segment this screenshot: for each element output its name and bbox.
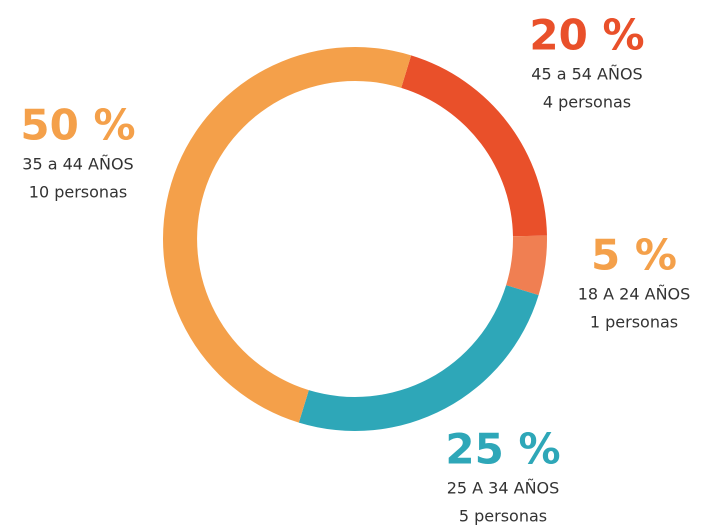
detail-label: 4 personas (543, 93, 631, 112)
percent-label: 5 % (591, 231, 677, 280)
donut-segment (506, 235, 547, 296)
percent-label: 25 % (445, 425, 560, 474)
detail-label: 10 personas (29, 183, 127, 202)
category-label: 25 A 34 AÑOS (447, 479, 560, 498)
percent-label: 50 % (20, 101, 135, 150)
percent-label: 20 % (529, 11, 644, 60)
donut-segment (163, 46, 412, 423)
category-label: 45 a 54 AÑOS (531, 65, 642, 84)
donut-segment (401, 55, 547, 237)
donut-segment (298, 285, 539, 431)
category-label: 18 A 24 AÑOS (578, 285, 691, 304)
detail-label: 5 personas (459, 507, 547, 526)
category-label: 35 a 44 AÑOS (22, 155, 133, 174)
detail-label: 1 personas (590, 313, 678, 332)
